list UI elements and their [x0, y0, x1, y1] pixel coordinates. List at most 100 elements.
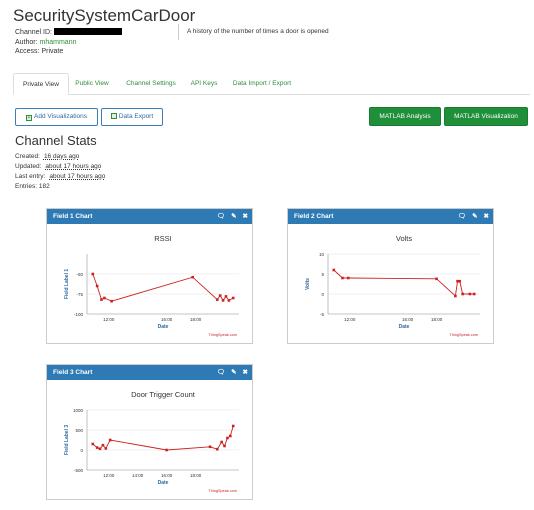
data-point	[454, 294, 457, 298]
field-3-chart-title: Field 3 Chart	[53, 369, 93, 376]
tab-api-keys[interactable]: API Keys	[190, 80, 218, 87]
last-entry-label: Last entry:	[15, 173, 46, 180]
data-point	[191, 275, 194, 279]
comment-icon[interactable]: 🗨︎	[216, 213, 226, 220]
x-axis-label: Date	[399, 324, 410, 330]
updated-label: Updated:	[15, 163, 42, 170]
entries-label: Entries:	[15, 183, 38, 190]
x-tick-label: 18:00	[431, 317, 443, 322]
updated-value: about 17 hours ago	[45, 163, 102, 170]
credit-label: ThingSpeak.com	[209, 333, 238, 337]
channel-stats-heading: Channel Stats	[15, 133, 97, 148]
data-point	[165, 448, 168, 452]
access-value: Private	[41, 48, 64, 55]
add-visualizations-button[interactable]: + Add Visualizations	[15, 108, 98, 126]
x-tick-label: 12:00	[103, 317, 115, 322]
y-tick-label: 500	[75, 428, 83, 433]
field-2-chart-card: Field 2 Chart 🗨︎ ✎ ✖ Volts -5 0 5 10 12:00 16:00…	[287, 208, 494, 344]
add-visualizations-label: Add Visualizations	[34, 113, 87, 120]
data-point	[227, 299, 231, 302]
comment-icon[interactable]: 🗨︎	[216, 369, 226, 376]
pencil-icon[interactable]: ✎	[472, 213, 478, 220]
data-point	[472, 292, 476, 296]
tab-channel-settings[interactable]: Channel Settings	[126, 80, 176, 87]
last-entry-value: about 17 hours ago	[49, 173, 106, 180]
y-axis-label: Field Label 1	[64, 269, 70, 300]
data-point	[229, 434, 232, 438]
field-2-chart-header: Field 2 Chart 🗨︎ ✎ ✖	[288, 209, 493, 224]
data-point	[458, 279, 462, 283]
credit-label: ThingSpeak.com	[450, 333, 479, 337]
checkbox-icon	[110, 113, 117, 119]
tab-private-view[interactable]: Private View	[13, 73, 69, 95]
y-axis-label: Volts	[305, 278, 311, 290]
pencil-icon[interactable]: ✎	[231, 369, 237, 376]
x-tick-label: 12:00	[344, 317, 356, 322]
field-1-chart-card: Field 1 Chart 🗨︎ ✎ ✖ RSSI -100 -75 -50 12:00 16…	[46, 208, 253, 344]
channel-stats: Created: 16 days ago Updated: about 17 hou…	[15, 152, 105, 192]
data-point	[110, 299, 113, 303]
data-point	[435, 277, 438, 281]
data-point	[108, 438, 112, 442]
data-point	[218, 294, 222, 297]
y-tick-label: 0	[80, 448, 83, 453]
x-tick-label: 18:00	[190, 317, 202, 322]
series-line	[333, 269, 475, 297]
data-export-button[interactable]: Data Export	[101, 108, 163, 126]
data-point	[346, 276, 350, 280]
field-3-chart-header: Field 3 Chart 🗨︎ ✎ ✖	[47, 365, 252, 380]
field-3-chart: Door Trigger Count -500 0 500 1000 12:00 14:00…	[64, 390, 239, 493]
y-axis-label: Field Label 3	[64, 425, 70, 456]
data-point	[221, 299, 225, 302]
x-tick-label: 16:00	[161, 473, 173, 478]
data-point	[98, 447, 102, 451]
y-tick-label: 5	[321, 272, 324, 277]
data-point	[91, 442, 95, 446]
y-tick-label: -75	[76, 292, 83, 297]
data-point	[101, 443, 105, 447]
channel-description: A history of the number of times a door …	[178, 24, 329, 40]
field-2-chart-title: Field 2 Chart	[294, 213, 334, 220]
x-tick-label: 16:00	[402, 317, 414, 322]
data-point	[332, 268, 336, 272]
field-2-chart: Volts -5 0 5 10 12:00 16:00 18:00 Date Volts Thing…	[305, 234, 480, 337]
field-3-chart-card: Field 3 Chart 🗨︎ ✎ ✖ Door Trigger Count -50…	[46, 364, 253, 500]
series-line	[92, 273, 234, 302]
y-tick-label: 0	[321, 292, 324, 297]
author-link[interactable]: mhammann	[39, 38, 77, 46]
matlab-analysis-button[interactable]: MATLAB Analysis	[369, 107, 441, 126]
matlab-visualization-button[interactable]: MATLAB Visualization	[444, 107, 528, 126]
close-icon[interactable]: ✖	[242, 369, 248, 376]
field-1-chart: RSSI -100 -75 -50 12:00 16:00 18:00 Date Field L…	[64, 234, 239, 337]
data-point	[456, 279, 459, 283]
tab-public-view[interactable]: Public View	[75, 80, 109, 87]
field-1-chart-header: Field 1 Chart 🗨︎ ✎ ✖	[47, 209, 252, 224]
data-point	[231, 296, 235, 300]
chart-title: Volts	[396, 234, 413, 243]
data-point	[215, 447, 219, 451]
data-point	[461, 292, 464, 296]
comment-icon[interactable]: 🗨︎	[457, 213, 467, 220]
tab-data-import-export[interactable]: Data Import / Export	[232, 80, 292, 87]
data-point	[224, 295, 228, 298]
close-icon[interactable]: ✖	[483, 213, 489, 220]
data-point	[341, 276, 344, 280]
data-point	[95, 446, 99, 449]
data-point	[95, 284, 99, 288]
x-tick-label: 18:00	[190, 473, 202, 478]
data-point	[104, 447, 108, 450]
data-point	[468, 292, 472, 296]
y-tick-label: -5	[320, 312, 324, 317]
channel-title: SecuritySystemCarDoor	[13, 6, 196, 25]
author-label: Author:	[15, 38, 38, 46]
created-label: Created:	[15, 153, 40, 160]
pencil-icon[interactable]: ✎	[231, 213, 237, 220]
data-point	[226, 436, 229, 440]
data-point	[91, 272, 95, 276]
channel-meta: Channel ID: Author: mhammann Access: Pri…	[15, 28, 122, 57]
redacted-channel-id	[53, 28, 122, 35]
x-tick-label: 14:00	[132, 473, 144, 478]
x-tick-label: 12:00	[103, 473, 115, 478]
data-point	[100, 298, 103, 301]
close-icon[interactable]: ✖	[242, 213, 248, 220]
